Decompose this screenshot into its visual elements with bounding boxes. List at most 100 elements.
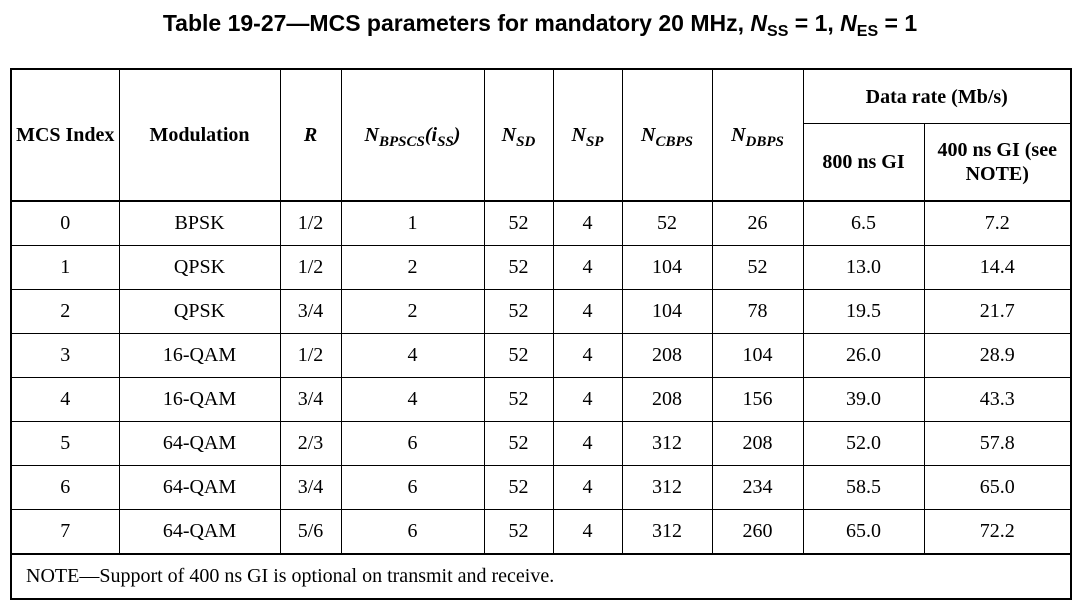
r-cell: 1/2 — [279, 333, 342, 378]
rate-800-cell: 65.0 — [802, 509, 925, 555]
rate-400-cell: 28.9 — [923, 333, 1072, 378]
ncbps-cell: 312 — [621, 465, 713, 510]
r-cell: 3/4 — [279, 465, 342, 510]
nbpscs-cell: 4 — [340, 333, 485, 378]
header-nsp-letter: N — [571, 124, 586, 146]
ndbps-cell: 104 — [711, 333, 804, 378]
rate-800-cell: 39.0 — [802, 377, 925, 422]
header-ncbps-subscript: CBPS — [655, 134, 693, 150]
title-nss-value: = 1, — [788, 10, 841, 36]
nsp-cell: 4 — [552, 377, 623, 422]
header-nbpscs-letter: N — [364, 124, 379, 146]
rate-400-cell: 21.7 — [923, 289, 1072, 334]
ncbps-cell: 312 — [621, 509, 713, 555]
mcs-parameters-table: MCS Index Modulation R NBPSCS(iSS) NSD N… — [10, 68, 1072, 600]
table-title: Table 19-27—MCS parameters for mandatory… — [0, 8, 1080, 40]
nsd-cell: 52 — [483, 333, 554, 378]
header-nbpscs: NBPSCS(iSS) — [340, 68, 485, 202]
ncbps-cell: 208 — [621, 377, 713, 422]
ndbps-cell: 78 — [711, 289, 804, 334]
header-nbpscs-arg: (i — [424, 124, 438, 146]
rate-400-cell: 7.2 — [923, 200, 1072, 246]
header-nsd-letter: N — [501, 124, 517, 146]
rate-800-cell: 26.0 — [802, 333, 925, 378]
header-data-rate: Data rate (Mb/s) — [802, 68, 1072, 124]
header-nsp-subscript: SP — [585, 134, 604, 150]
table-row: 3 16-QAM 1/2 4 52 4 208 104 26.0 28.9 — [10, 333, 1072, 378]
ncbps-cell: 312 — [621, 421, 713, 466]
ncbps-cell: 208 — [621, 333, 713, 378]
ncbps-cell: 52 — [621, 200, 713, 246]
header-ncbps: NCBPS — [621, 68, 713, 202]
ndbps-cell: 260 — [711, 509, 804, 555]
rate-400-cell: 57.8 — [923, 421, 1072, 466]
header-mcs-index: MCS Index — [10, 68, 120, 202]
title-prefix: Table 19-27—MCS parameters for mandatory… — [162, 10, 751, 36]
table-row: 4 16-QAM 3/4 4 52 4 208 156 39.0 43.3 — [10, 377, 1072, 422]
header-nsd-subscript: SD — [516, 134, 536, 150]
ndbps-cell: 234 — [711, 465, 804, 510]
modulation-cell: 64-QAM — [118, 421, 281, 466]
table-body: 0 BPSK 1/2 1 52 4 52 26 6.5 7.2 1 QPSK 1/2 2 52 4 104 52 1… — [10, 200, 1072, 555]
header-nbpscs-subscript: BPSCS — [379, 134, 425, 150]
nbpscs-cell: 6 — [340, 421, 485, 466]
header-ndbps: NDBPS — [711, 68, 804, 202]
rate-800-cell: 52.0 — [802, 421, 925, 466]
rate-800-cell: 13.0 — [802, 245, 925, 290]
nsp-cell: 4 — [552, 289, 623, 334]
rate-400-cell: 14.4 — [923, 245, 1072, 290]
header-ndbps-letter: N — [731, 124, 746, 146]
title-nes-subscript: ES — [856, 23, 879, 40]
nsd-cell: 52 — [483, 289, 554, 334]
rate-400-cell: 72.2 — [923, 509, 1072, 555]
nsd-cell: 52 — [483, 509, 554, 555]
ndbps-cell: 208 — [711, 421, 804, 466]
modulation-cell: QPSK — [118, 245, 281, 290]
table-row: 5 64-QAM 2/3 6 52 4 312 208 52.0 57.8 — [10, 421, 1072, 466]
nsp-cell: 4 — [552, 245, 623, 290]
header-ndbps-subscript: DBPS — [745, 134, 784, 150]
r-cell: 2/3 — [279, 421, 342, 466]
header-nsd: NSD — [483, 68, 554, 202]
nbpscs-cell: 6 — [340, 509, 485, 555]
mcs-index-cell: 5 — [10, 421, 120, 466]
title-nss-letter: N — [750, 10, 768, 36]
mcs-index-cell: 2 — [10, 289, 120, 334]
header-nbpscs-arg-subscript: SS — [437, 134, 454, 150]
nsd-cell: 52 — [483, 200, 554, 246]
header-ncbps-letter: N — [641, 124, 656, 146]
mcs-index-cell: 6 — [10, 465, 120, 510]
r-cell: 1/2 — [279, 245, 342, 290]
header-nsp: NSP — [552, 68, 623, 202]
modulation-cell: BPSK — [118, 200, 281, 246]
nsp-cell: 4 — [552, 509, 623, 555]
r-cell: 3/4 — [279, 377, 342, 422]
modulation-cell: 64-QAM — [118, 465, 281, 510]
nsd-cell: 52 — [483, 377, 554, 422]
modulation-cell: 64-QAM — [118, 509, 281, 555]
table-row: 2 QPSK 3/4 2 52 4 104 78 19.5 21.7 — [10, 289, 1072, 334]
ncbps-cell: 104 — [621, 289, 713, 334]
table-note: NOTE—Support of 400 ns GI is optional on… — [10, 553, 1072, 600]
ndbps-cell: 26 — [711, 200, 804, 246]
modulation-cell: 16-QAM — [118, 377, 281, 422]
rate-400-cell: 43.3 — [923, 377, 1072, 422]
header-r: R — [279, 68, 342, 202]
title-nes-value: = 1 — [878, 10, 918, 36]
table-row: 0 BPSK 1/2 1 52 4 52 26 6.5 7.2 — [10, 200, 1072, 246]
nbpscs-cell: 1 — [340, 200, 485, 246]
ndbps-cell: 156 — [711, 377, 804, 422]
ndbps-cell: 52 — [711, 245, 804, 290]
mcs-index-cell: 4 — [10, 377, 120, 422]
mcs-index-cell: 0 — [10, 200, 120, 246]
rate-400-cell: 65.0 — [923, 465, 1072, 510]
header-r-label: R — [303, 124, 318, 146]
modulation-cell: 16-QAM — [118, 333, 281, 378]
rate-800-cell: 6.5 — [802, 200, 925, 246]
mcs-index-cell: 7 — [10, 509, 120, 555]
nsp-cell: 4 — [552, 333, 623, 378]
rate-800-cell: 58.5 — [802, 465, 925, 510]
header-gi-400: 400 ns GI (see NOTE) — [923, 123, 1072, 202]
nbpscs-cell: 2 — [340, 245, 485, 290]
r-cell: 1/2 — [279, 200, 342, 246]
